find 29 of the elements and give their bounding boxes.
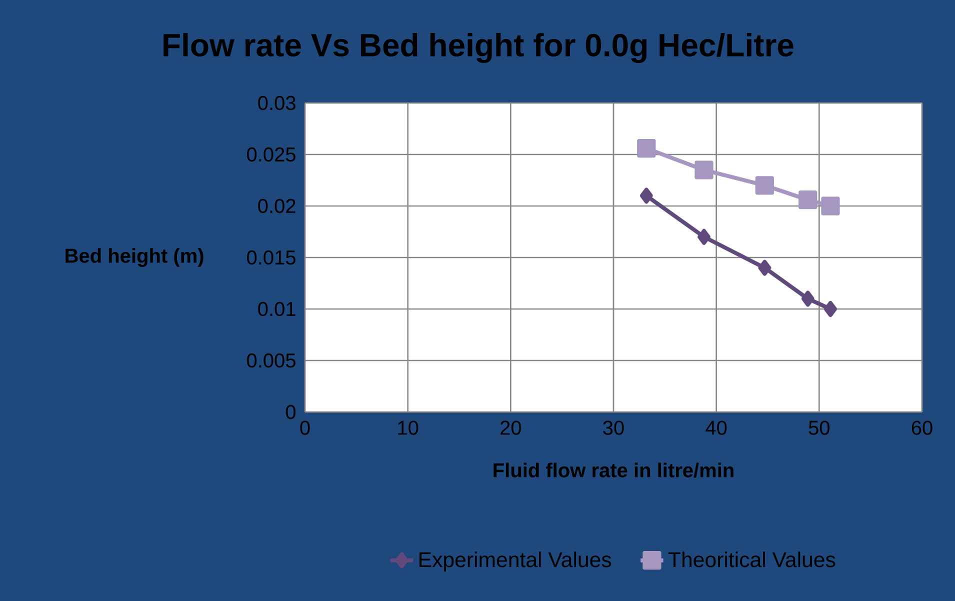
point bbox=[697, 228, 710, 245]
point bbox=[801, 290, 814, 307]
y-axis-title: Bed height (m) bbox=[66, 248, 204, 267]
x-axis-title: Fluid flow rate in litre/min bbox=[494, 462, 734, 478]
y-tick-label: 0 bbox=[286, 404, 296, 420]
legend-label: Theoritical Values bbox=[668, 552, 836, 568]
y-tick-label: 0.03 bbox=[258, 96, 296, 110]
y-tick-label: 0.015 bbox=[247, 250, 296, 265]
x-tick-label: 20 bbox=[500, 420, 521, 435]
x-tick-label: 60 bbox=[912, 420, 932, 435]
y-tick-label: 0.005 bbox=[247, 353, 296, 368]
point bbox=[758, 260, 772, 276]
point bbox=[798, 190, 818, 210]
point bbox=[755, 176, 774, 195]
y-tick-label: 0.02 bbox=[258, 198, 296, 214]
point bbox=[821, 196, 840, 216]
point bbox=[637, 138, 656, 158]
x-tick-label: 10 bbox=[398, 420, 418, 435]
y-tick-label: 0.01 bbox=[258, 302, 296, 316]
x-tick-label: 0 bbox=[300, 420, 310, 435]
legend-label: Experimental Values bbox=[420, 552, 612, 572]
point bbox=[640, 188, 653, 204]
x-tick-label: 50 bbox=[808, 420, 830, 435]
point bbox=[824, 301, 837, 317]
chart-title: Flow rate Vs Bed height for 0.0g Hec/Litre bbox=[164, 33, 794, 63]
x-tick-label: 30 bbox=[603, 420, 624, 435]
x-tick-label: 40 bbox=[706, 420, 727, 435]
y-tick-label: 0.025 bbox=[247, 147, 296, 162]
point bbox=[694, 160, 714, 180]
